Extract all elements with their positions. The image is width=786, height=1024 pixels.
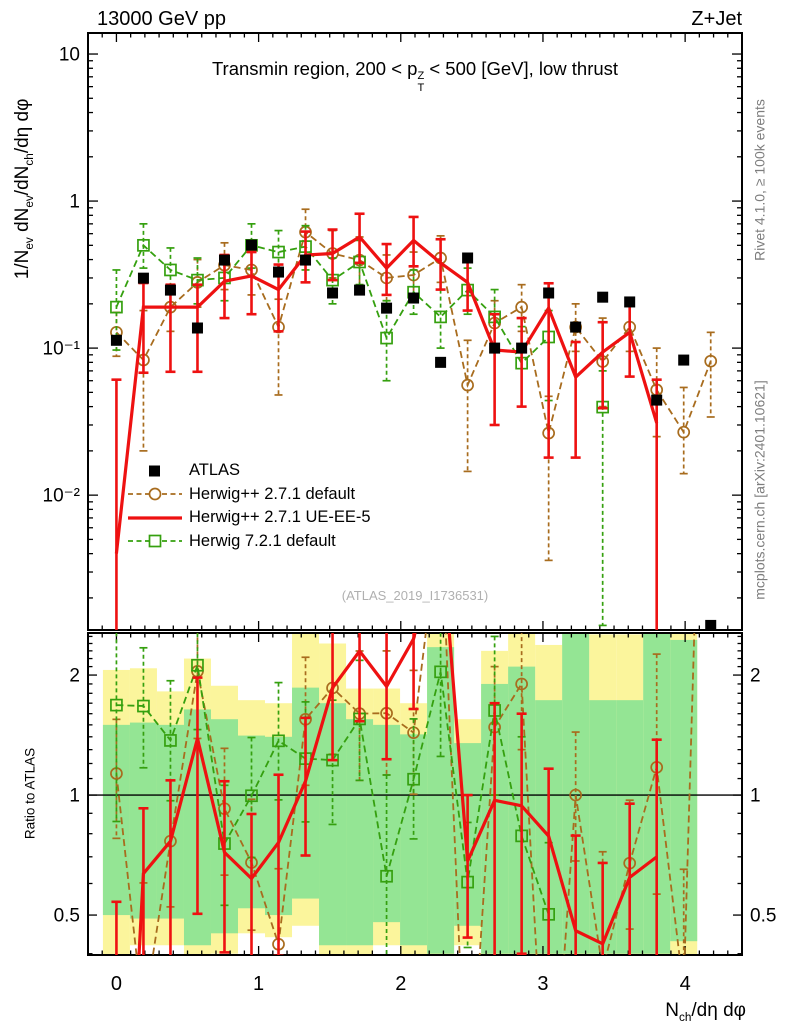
- analysis-id-watermark: (ATLAS_2019_I1736531): [341, 588, 489, 603]
- herwig-ueee5-line-icon: [127, 509, 183, 527]
- svg-text:10⁻²: 10⁻²: [43, 486, 81, 507]
- legend-label-atlas: ATLAS: [189, 461, 241, 480]
- svg-text:10: 10: [59, 45, 80, 66]
- svg-text:2: 2: [395, 973, 406, 995]
- beam-energy-label: 13000 GeV pp: [97, 8, 226, 30]
- rivet-version-caption: Rivet 4.1.0, ≥ 100k events: [751, 99, 768, 261]
- atlas-marker-icon: [127, 462, 183, 480]
- svg-text:10⁻¹: 10⁻¹: [43, 339, 81, 360]
- ratio-panel-series: [110, 633, 696, 955]
- svg-text:1: 1: [69, 192, 80, 213]
- legend-item-herwig-ueee5: Herwig++ 2.7.1 UE-EE-5: [127, 506, 371, 530]
- observable-title-prefix: Transmin region, 200 < p: [211, 58, 418, 79]
- svg-text:1: 1: [69, 786, 80, 807]
- axis-tick-labels: 10 1 10⁻¹ 10⁻² 2 2 1 1 0.5 0.5 0 1 2 3 4: [43, 45, 777, 995]
- legend-label-herwig7: Herwig 7.2.1 default: [189, 531, 336, 550]
- process-label: Z+Jet: [691, 8, 742, 30]
- main-panel-series: [110, 208, 718, 630]
- herwig-default-line-icon: [127, 485, 183, 503]
- axis-ticks: [87, 33, 743, 955]
- svg-text:2: 2: [69, 666, 80, 687]
- herwig7-line-icon: [127, 532, 183, 550]
- mcplots-arxiv-caption: mcplots.cern.ch [arXiv:2401.10621]: [751, 380, 768, 600]
- legend-label-herwig-default: Herwig++ 2.7.1 default: [189, 484, 356, 503]
- ratio-y-axis-label: Ratio to ATLAS: [22, 747, 38, 840]
- ratio-band-green: [427, 647, 455, 954]
- svg-text:0.5: 0.5: [750, 906, 776, 927]
- legend: ATLAS Herwig++ 2.7.1 default Herwig++ 2.…: [127, 459, 371, 553]
- svg-text:3: 3: [537, 973, 548, 995]
- svg-text:2: 2: [750, 666, 761, 687]
- observable-title-suffix: < 500 [GeV], low thrust: [424, 58, 619, 79]
- legend-item-herwig7: Herwig 7.2.1 default: [127, 530, 371, 554]
- svg-text:0.5: 0.5: [54, 906, 80, 927]
- x-axis-label: Nch/dη dφ: [665, 1000, 746, 1024]
- svg-text:1: 1: [750, 786, 761, 807]
- legend-label-herwig-ueee5: Herwig++ 2.7.1 UE-EE-5: [189, 508, 371, 527]
- pt-subscript: T: [417, 81, 425, 94]
- legend-item-atlas: ATLAS: [127, 459, 371, 483]
- svg-text:1: 1: [253, 973, 264, 995]
- svg-text:4: 4: [680, 973, 691, 995]
- main-y-axis-label: 1/Nev dNev/dNch/dη dφ: [12, 98, 36, 280]
- legend-item-herwig-default: Herwig++ 2.7.1 default: [127, 483, 371, 507]
- pt-superscript: Z: [417, 69, 425, 82]
- svg-text:0: 0: [111, 973, 122, 995]
- ratio-band-green: [400, 734, 428, 946]
